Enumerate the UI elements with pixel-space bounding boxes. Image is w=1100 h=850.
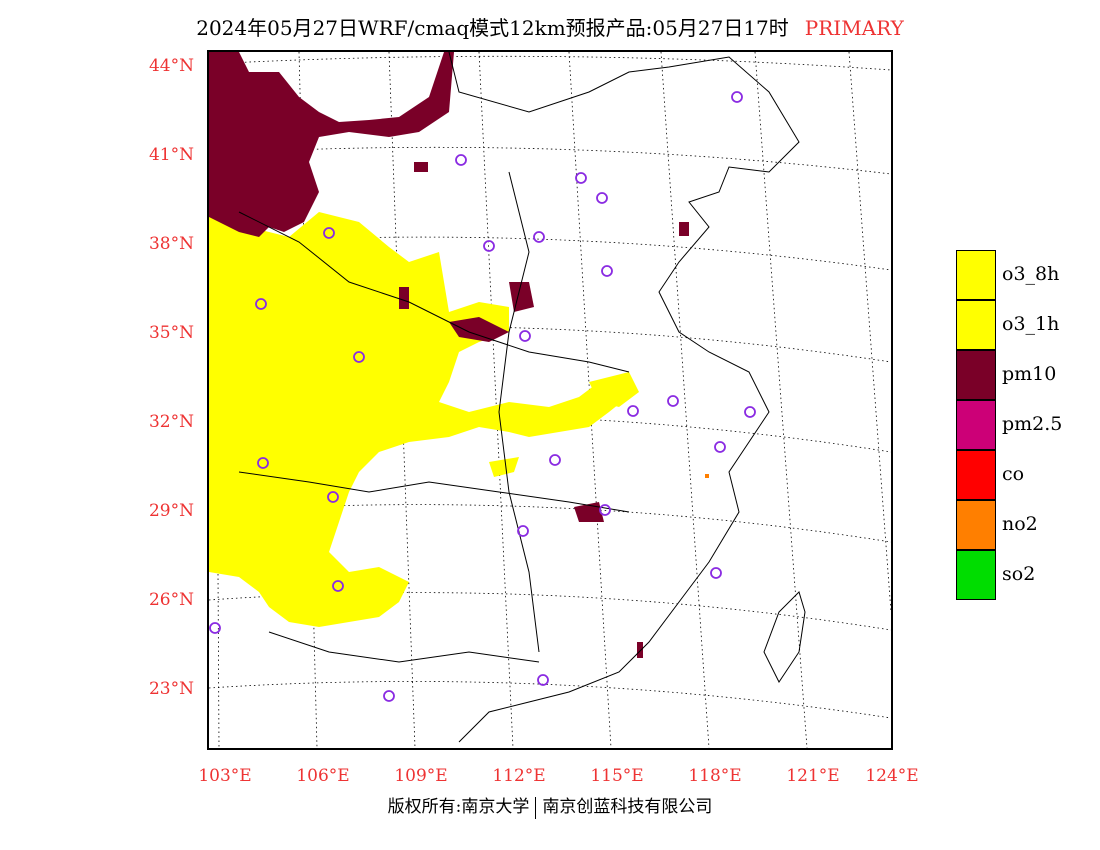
pm10-region-center xyxy=(509,282,534,312)
map-title: 2024年05月27日WRF/cmaq模式12km预报产品:05月27日17时 P… xyxy=(0,12,1100,41)
parallel-29 xyxy=(209,504,891,543)
parallel-32 xyxy=(209,414,891,453)
legend-swatch-o3-1h xyxy=(956,300,996,350)
parallel-38 xyxy=(209,236,891,271)
province-border-2 xyxy=(238,471,630,513)
station-marker xyxy=(537,674,549,686)
graticule xyxy=(209,52,891,748)
copyright-company: 南京创蓝科技有限公司 xyxy=(542,797,713,817)
pm10-region-band xyxy=(449,317,509,342)
pm10-patch-1 xyxy=(414,162,428,172)
station-marker xyxy=(383,690,395,702)
legend-swatch-pm25 xyxy=(956,400,996,450)
primary-tag: PRIMARY xyxy=(804,16,904,40)
pm10-patch-4 xyxy=(399,287,409,309)
ozone-region-patch xyxy=(489,457,519,477)
copyright-owner: 版权所有:南京大学 xyxy=(387,797,530,817)
legend-label-so2: so2 xyxy=(1002,563,1036,585)
stations xyxy=(209,91,756,702)
pm10-patch-3 xyxy=(637,642,643,658)
province-border-4 xyxy=(498,171,540,653)
title-text: 2024年05月27日WRF/cmaq模式12km预报产品:05月27日17时 xyxy=(196,16,789,40)
station-marker xyxy=(209,622,221,634)
legend-label-o3-8h: o3_8h xyxy=(1002,263,1060,285)
station-marker xyxy=(599,504,611,516)
lat-label-32: 32°N xyxy=(148,412,194,432)
legend-swatch-co xyxy=(956,450,996,500)
station-marker xyxy=(731,91,743,103)
station-marker xyxy=(353,351,365,363)
meridian-118 xyxy=(660,52,710,748)
station-marker xyxy=(455,154,467,166)
lon-label-115: 115°E xyxy=(590,766,644,786)
parallel-44 xyxy=(209,55,891,71)
legend-label-co: co xyxy=(1002,463,1025,485)
lat-label-29: 29°N xyxy=(148,501,194,521)
pm10-patch-2 xyxy=(679,222,689,236)
station-marker xyxy=(714,441,726,453)
meridian-124 xyxy=(848,52,891,613)
province-border-1 xyxy=(238,211,630,373)
copyright-footer: 版权所有:南京大学 南京创蓝科技有限公司 xyxy=(0,792,1100,819)
legend-label-pm10: pm10 xyxy=(1002,363,1057,385)
lat-label-38: 38°N xyxy=(148,234,194,254)
lon-label-121: 121°E xyxy=(786,766,840,786)
station-marker xyxy=(596,192,608,204)
lon-label-112: 112°E xyxy=(492,766,546,786)
lat-label-41: 41°N xyxy=(148,145,194,165)
lat-label-35: 35°N xyxy=(148,323,194,343)
ozone-region-east xyxy=(589,372,639,407)
province-border-3 xyxy=(268,631,540,663)
coastline xyxy=(448,52,800,743)
legend-label-no2: no2 xyxy=(1002,513,1038,535)
lat-label-23: 23°N xyxy=(148,679,194,699)
ozone-layer xyxy=(209,212,639,627)
lon-label-118: 118°E xyxy=(688,766,742,786)
lat-label-44: 44°N xyxy=(148,56,194,76)
station-marker xyxy=(627,405,639,417)
taiwan-outline xyxy=(763,591,806,683)
station-marker xyxy=(323,227,335,239)
legend-label-pm25: pm2.5 xyxy=(1002,413,1063,435)
station-marker xyxy=(257,457,269,469)
station-marker xyxy=(327,491,339,503)
station-marker xyxy=(517,525,529,537)
ozone-region-west xyxy=(209,212,634,627)
lon-label-124: 124°E xyxy=(865,766,919,786)
station-marker xyxy=(744,406,756,418)
lon-label-106: 106°E xyxy=(296,766,350,786)
station-marker xyxy=(255,298,267,310)
boundaries xyxy=(238,52,806,743)
station-marker xyxy=(575,172,587,184)
station-marker xyxy=(483,240,495,252)
footer-divider xyxy=(535,796,537,819)
no2-marker xyxy=(705,474,709,478)
meridian-112 xyxy=(478,52,514,748)
station-marker xyxy=(519,330,531,342)
meridian-121 xyxy=(754,52,808,748)
station-marker xyxy=(332,580,344,592)
parallel-23 xyxy=(209,681,891,719)
parallel-41 xyxy=(209,146,891,175)
legend-swatch-no2 xyxy=(956,500,996,550)
pm10-region-north xyxy=(209,52,454,237)
lat-label-26: 26°N xyxy=(148,590,194,610)
legend-label-o3-1h: o3_1h xyxy=(1002,313,1060,335)
station-marker xyxy=(549,454,561,466)
forecast-map xyxy=(207,50,893,750)
station-marker xyxy=(601,265,613,277)
map-canvas xyxy=(209,52,891,748)
legend-swatch-o3-8h xyxy=(956,250,996,300)
parallel-26 xyxy=(209,592,891,631)
parallel-35 xyxy=(209,326,891,363)
station-marker xyxy=(667,395,679,407)
legend-swatch-pm10 xyxy=(956,350,996,400)
station-marker xyxy=(533,231,545,243)
meridian-115 xyxy=(568,52,612,748)
lon-label-103: 103°E xyxy=(198,766,252,786)
station-marker xyxy=(710,567,722,579)
lon-label-109: 109°E xyxy=(394,766,448,786)
legend-swatch-so2 xyxy=(956,550,996,600)
